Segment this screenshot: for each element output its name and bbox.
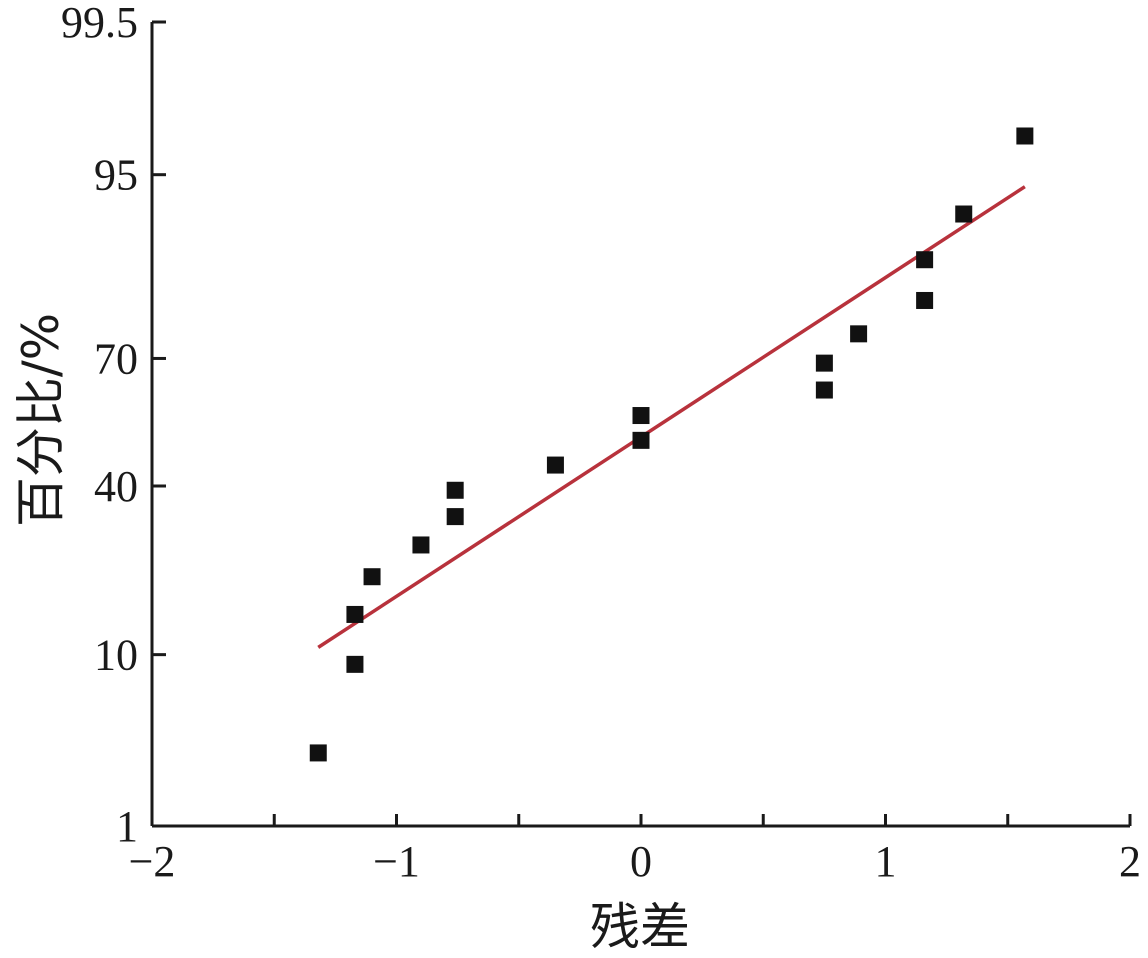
data-point xyxy=(632,407,650,425)
x-tick-label: 0 xyxy=(630,837,652,886)
data-point xyxy=(916,291,934,309)
data-point xyxy=(309,744,327,762)
y-tick-label: 70 xyxy=(94,334,138,383)
y-tick-label: 95 xyxy=(94,151,138,200)
y-axis-title: 百分比/% xyxy=(12,313,70,527)
data-point xyxy=(1016,127,1034,145)
data-point xyxy=(446,481,464,499)
data-point xyxy=(446,508,464,526)
data-point xyxy=(916,251,934,269)
fit-line-group xyxy=(317,185,1026,649)
x-tick-label: −2 xyxy=(129,837,176,886)
data-points xyxy=(309,127,1034,762)
y-tick-label: 10 xyxy=(94,631,138,680)
x-tick-label: 1 xyxy=(875,837,897,886)
data-point xyxy=(346,605,364,623)
x-tick-label: −1 xyxy=(373,837,420,886)
data-point xyxy=(955,205,973,223)
data-point xyxy=(546,456,564,474)
x-axis-title: 残差 xyxy=(590,898,690,956)
data-point xyxy=(815,381,833,399)
data-point xyxy=(346,655,364,673)
data-point xyxy=(412,536,430,554)
data-point xyxy=(815,354,833,372)
fit-line xyxy=(317,185,1026,649)
y-tick-label: 1 xyxy=(116,802,138,851)
data-point xyxy=(850,325,868,343)
x-tick-label: 2 xyxy=(1119,837,1141,886)
y-tick-label: 99.5 xyxy=(61,0,138,47)
data-point xyxy=(632,431,650,449)
data-point xyxy=(363,568,381,586)
axes: −2 −1 0 1 2 1 10 40 70 95 99.5 xyxy=(61,0,1141,886)
y-tick-label: 40 xyxy=(94,462,138,511)
